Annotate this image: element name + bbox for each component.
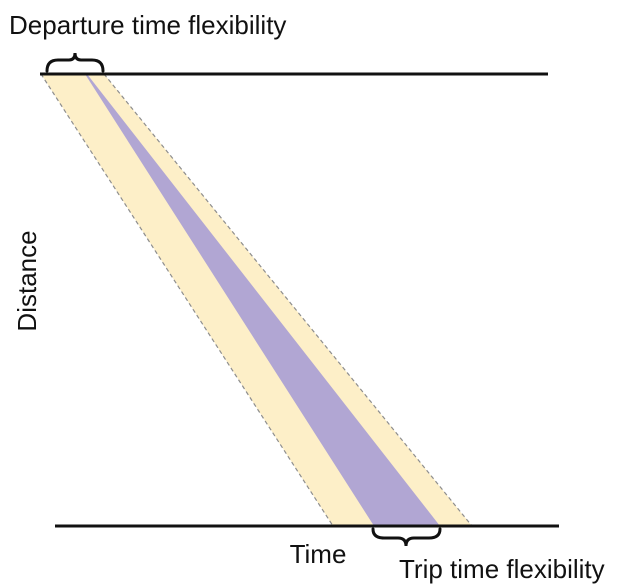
time-axis-label: Time [290,539,347,569]
distance-axis-label: Distance [12,230,42,331]
trip-flex-brace [371,527,442,547]
inner-trip-band [85,74,440,526]
departure-flex-brace [45,52,105,73]
left-dashed-boundary [40,73,334,527]
right-dashed-boundary [103,73,473,527]
departure-flex-label: Departure time flexibility [9,10,286,40]
trip-flex-label: Trip time flexibility [399,554,605,584]
